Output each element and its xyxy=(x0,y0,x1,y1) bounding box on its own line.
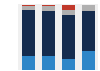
Bar xyxy=(62,59,74,70)
Bar xyxy=(62,5,74,10)
Bar xyxy=(22,56,34,70)
Bar xyxy=(42,6,55,12)
Bar xyxy=(22,6,34,10)
Bar xyxy=(22,10,34,56)
Bar xyxy=(62,15,74,59)
Bar xyxy=(82,5,94,12)
Bar xyxy=(82,12,94,51)
Bar xyxy=(42,12,55,56)
Bar xyxy=(62,10,74,15)
Bar xyxy=(42,56,55,70)
Bar xyxy=(22,5,34,6)
Bar xyxy=(42,5,55,6)
Bar xyxy=(82,51,94,70)
